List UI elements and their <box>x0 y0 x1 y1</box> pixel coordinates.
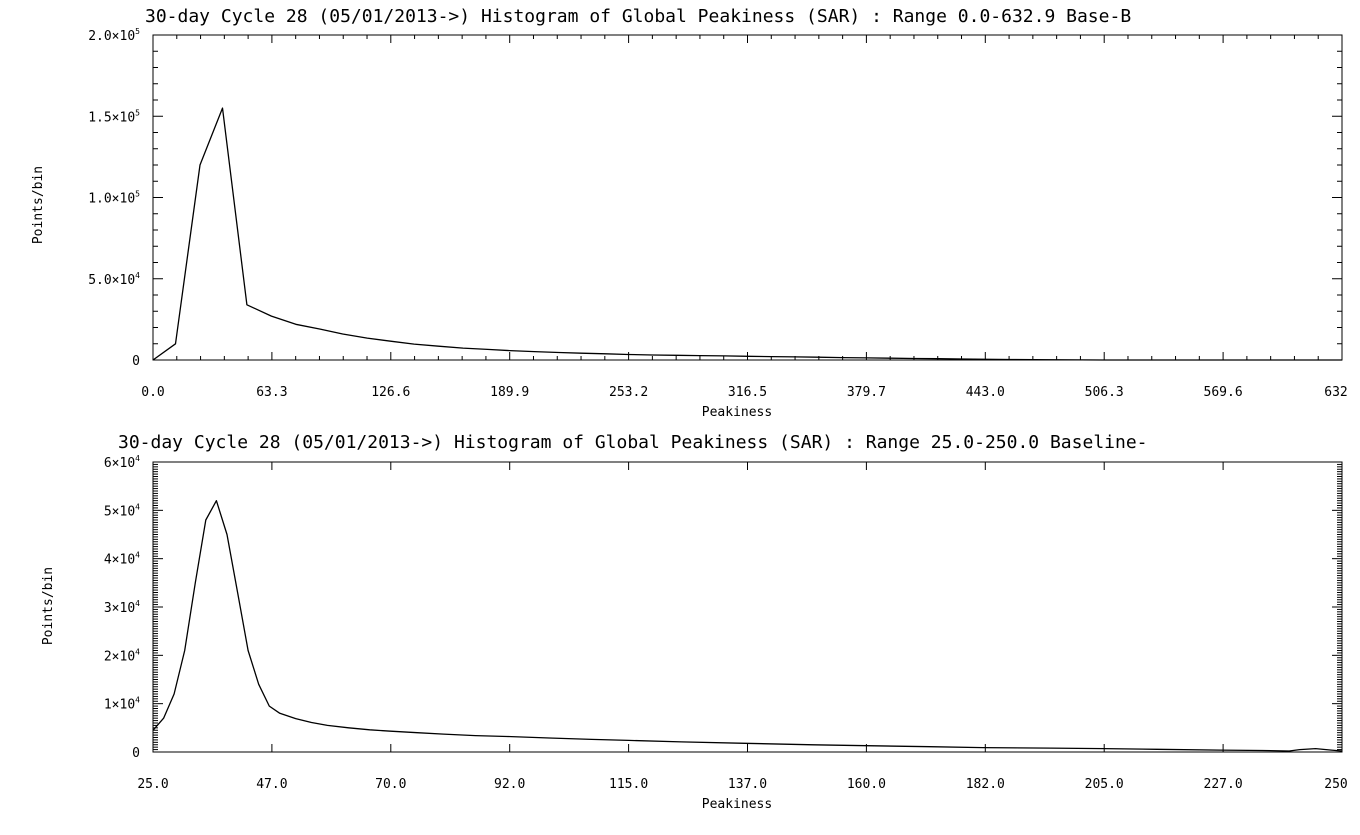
bottom-x-tick-label: 137.0 <box>728 777 767 792</box>
bottom-y-tick-label: 3×104 <box>104 599 140 616</box>
bottom-y-tick-label: 5×104 <box>104 502 140 519</box>
top-y-tick-label: 1.0×105 <box>88 190 140 207</box>
top-y-tick-label: 0 <box>132 354 140 369</box>
top-x-axis-label: Peakiness <box>702 405 772 420</box>
bottom-x-tick-label: 182.0 <box>966 777 1005 792</box>
top-x-tick-label: 316.5 <box>728 385 767 400</box>
top-x-tick-label: 506.3 <box>1085 385 1124 400</box>
top-x-tick-label: 632 <box>1324 385 1347 400</box>
bottom-series-line-0 <box>152 500 1343 752</box>
top-x-tick-label: 379.7 <box>847 385 886 400</box>
bottom-x-tick-label: 70.0 <box>375 777 406 792</box>
bottom-x-tick-label: 115.0 <box>609 777 648 792</box>
bottom-x-tick-label: 92.0 <box>494 777 525 792</box>
bottom-x-tick-label: 47.0 <box>256 777 287 792</box>
bottom-panel: 30-day Cycle 28 (05/01/2013->) Histogram… <box>41 432 1348 812</box>
bottom-x-tick-label: 25.0 <box>137 777 168 792</box>
top-y-tick-label: 5.0×104 <box>88 271 140 288</box>
bottom-x-tick-label: 250 <box>1324 777 1347 792</box>
bottom-x-tick-label: 160.0 <box>847 777 886 792</box>
top-x-tick-label: 63.3 <box>256 385 287 400</box>
top-chart-title: 30-day Cycle 28 (05/01/2013->) Histogram… <box>145 6 1131 27</box>
top-y-tick-label: 1.5×105 <box>88 108 140 125</box>
bottom-y-tick-label: 6×104 <box>104 454 140 471</box>
bottom-x-tick-label: 227.0 <box>1204 777 1243 792</box>
top-panel: 30-day Cycle 28 (05/01/2013->) Histogram… <box>31 6 1348 420</box>
top-x-tick-label: 189.9 <box>490 385 529 400</box>
top-y-tick-label: 2.0×105 <box>88 27 140 44</box>
bottom-y-tick-label: 1×104 <box>104 696 140 713</box>
bottom-x-axis-label: Peakiness <box>702 797 772 812</box>
top-y-axis-label: Points/bin <box>31 166 46 244</box>
bottom-y-axis-label: Points/bin <box>41 567 56 645</box>
top-x-tick-label: 253.2 <box>609 385 648 400</box>
top-x-tick-label: 443.0 <box>966 385 1005 400</box>
top-x-tick-label: 569.6 <box>1204 385 1243 400</box>
bottom-y-tick-label: 2×104 <box>104 647 140 664</box>
bottom-chart-title: 30-day Cycle 28 (05/01/2013->) Histogram… <box>118 432 1148 453</box>
bottom-y-tick-label: 4×104 <box>104 551 140 568</box>
bottom-y-tick-label: 0 <box>132 746 140 761</box>
top-x-tick-label: 126.6 <box>371 385 410 400</box>
bottom-x-tick-label: 205.0 <box>1085 777 1124 792</box>
top-series-line-0 <box>152 107 1342 361</box>
top-x-tick-label: 0.0 <box>141 385 164 400</box>
